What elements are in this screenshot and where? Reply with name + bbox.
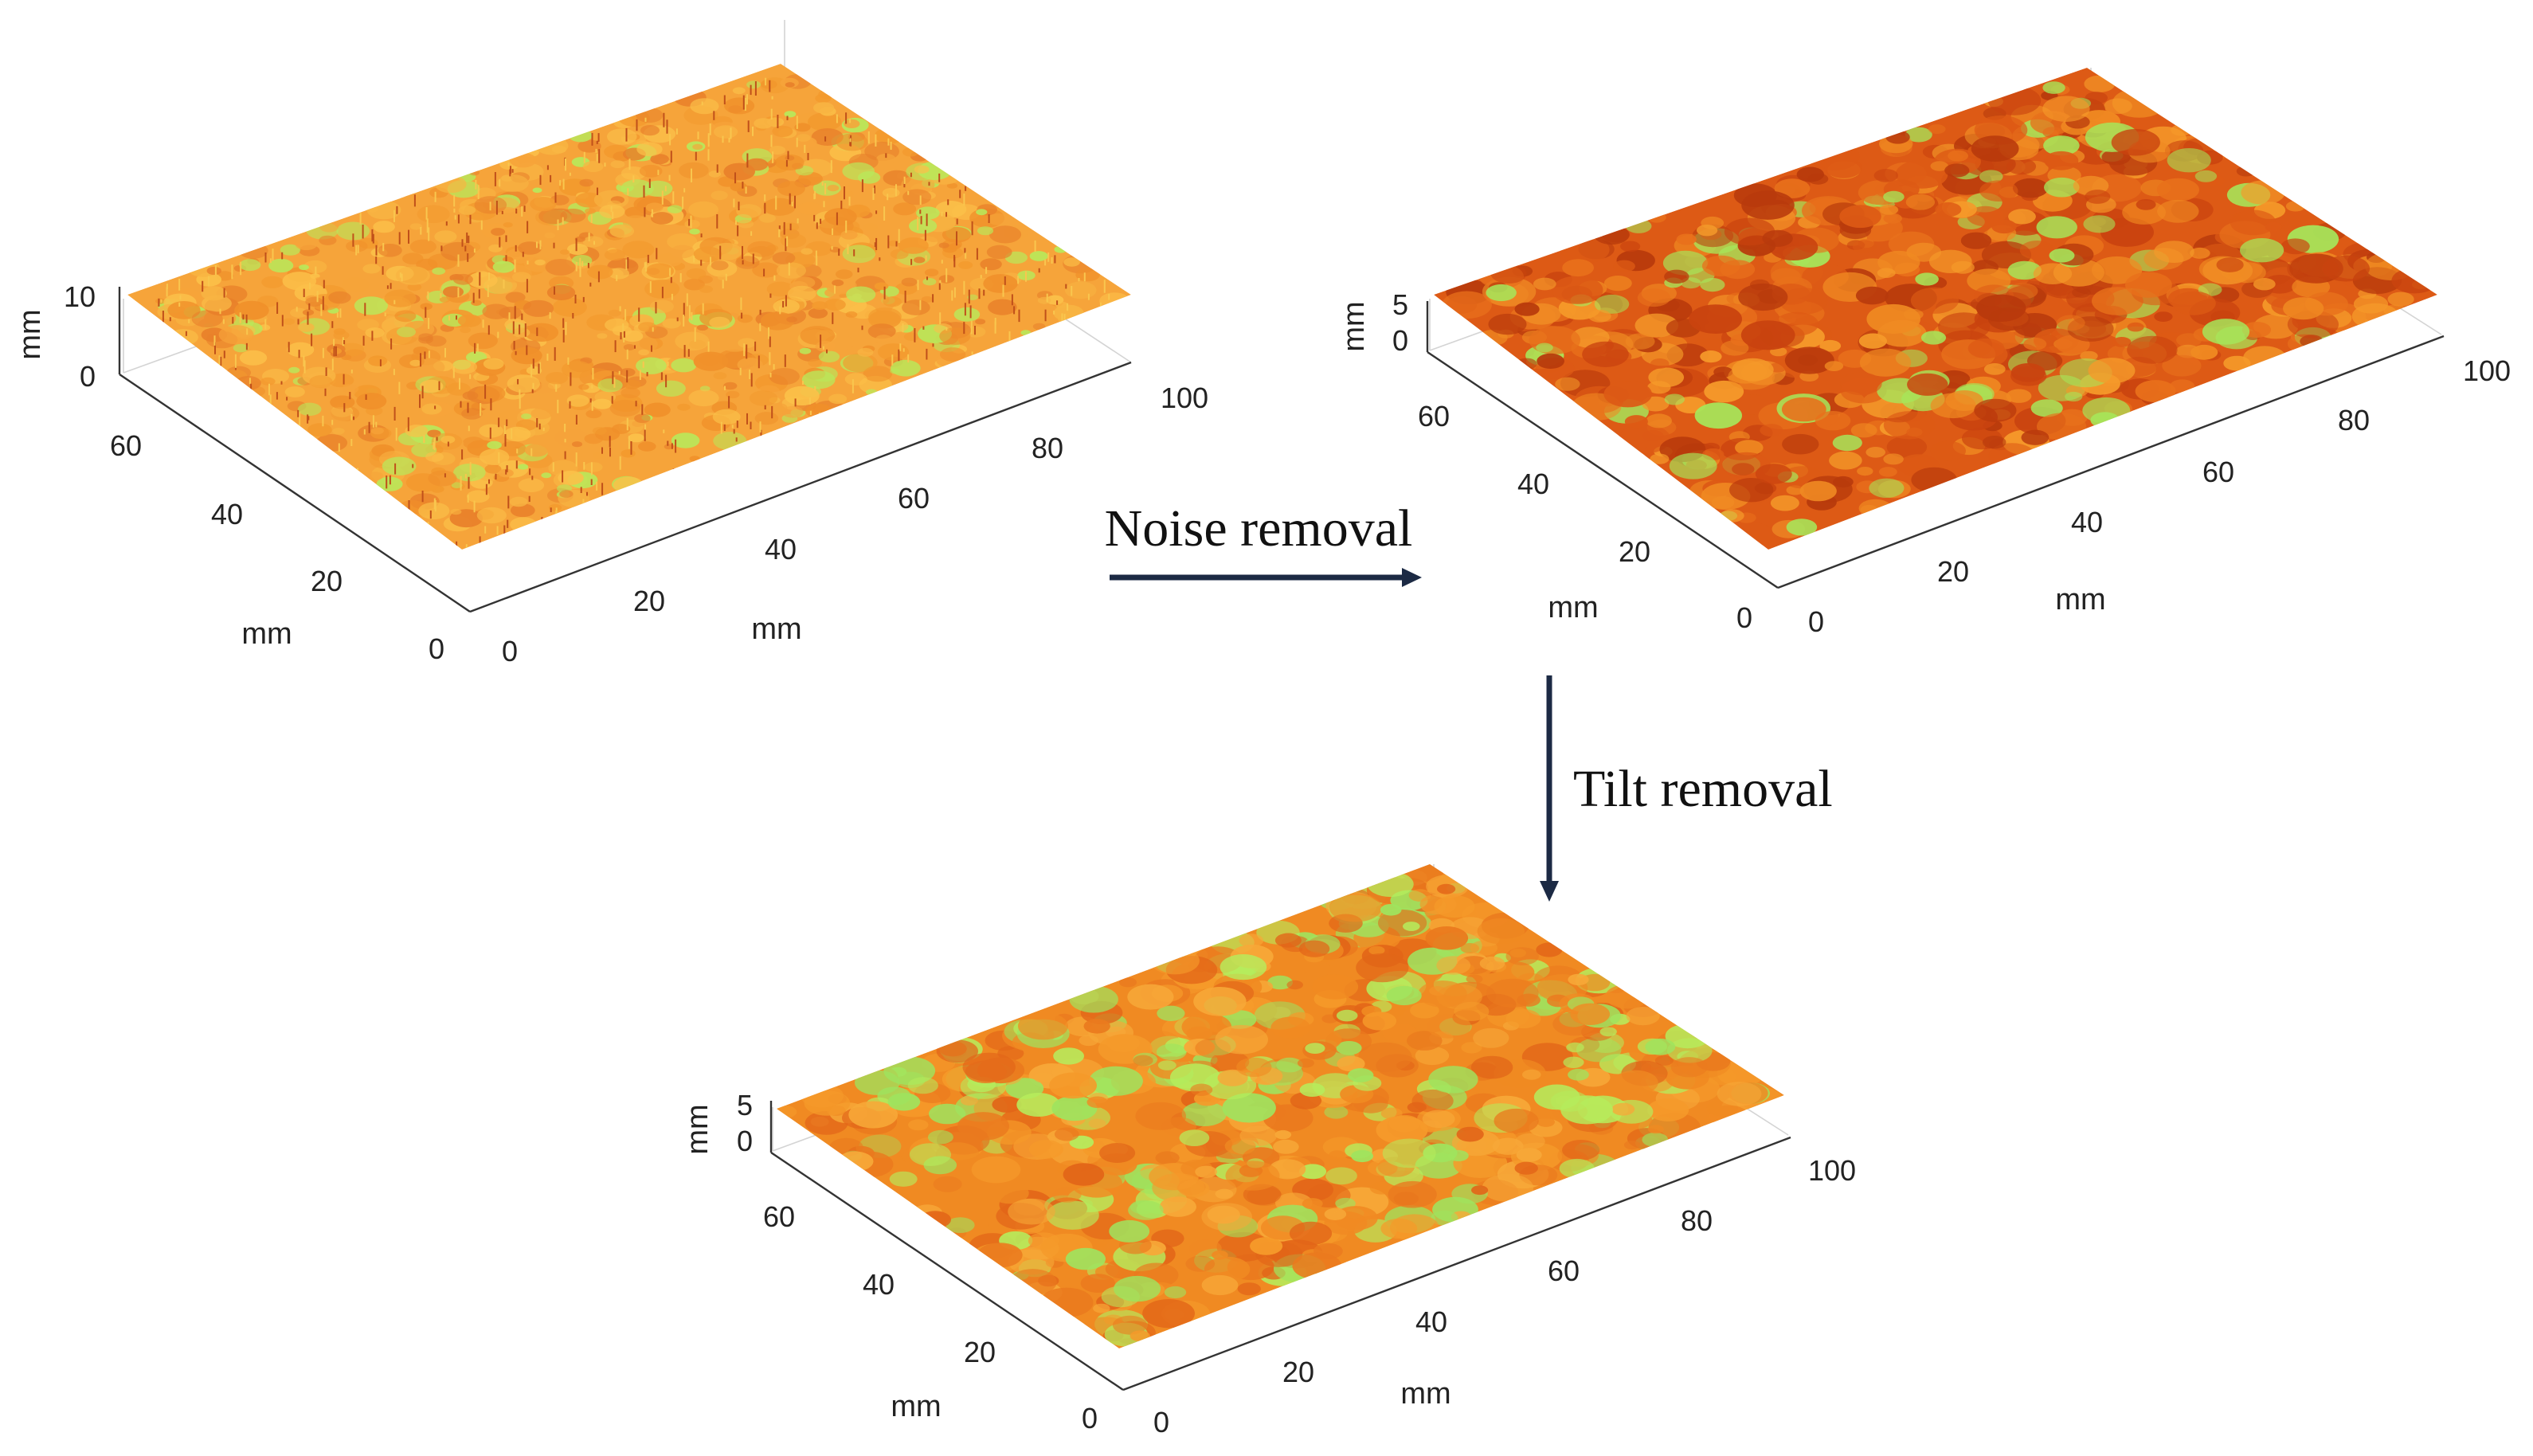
arrow-head-down-icon — [1540, 881, 1559, 902]
z-tick: 0 — [80, 360, 96, 393]
panel-detilted-x-ticks: 0 20 40 60 80 100 mm — [1153, 1154, 1856, 1438]
y-tick: 20 — [964, 1336, 996, 1368]
y-axis-label: mm — [241, 617, 292, 651]
z-axis-label: mm — [681, 1104, 714, 1154]
x-tick: 100 — [1808, 1154, 1856, 1187]
panel-raw-axes — [118, 287, 1132, 613]
panel-denoised-z-ticks: 5 0 mm — [1337, 288, 1408, 357]
x-tick: 100 — [1161, 382, 1208, 414]
y-axis-label: mm — [1548, 591, 1598, 624]
y-tick: 20 — [311, 565, 343, 597]
panel-raw-x-ticks: 0 20 40 60 80 100 mm — [502, 382, 1208, 667]
z-tick: 0 — [1392, 324, 1408, 357]
y-tick: 40 — [211, 498, 243, 530]
y-tick: 60 — [1418, 400, 1450, 432]
x-tick: 80 — [1681, 1204, 1713, 1237]
z-axis-label: mm — [14, 309, 47, 359]
x-tick: 100 — [2463, 354, 2511, 387]
x-tick: 0 — [1153, 1406, 1169, 1438]
y-tick: 0 — [1736, 601, 1752, 634]
panel-detilted-z-ticks: 5 0 mm — [681, 1089, 753, 1157]
panel-denoised-axes — [1426, 301, 2445, 589]
panel-denoised-x-ticks: 0 20 40 60 80 100 mm — [1808, 354, 2511, 638]
z-tick: 5 — [1392, 288, 1408, 321]
panel-raw-z-ticks: 10 0 mm — [14, 280, 96, 393]
panel-detilted-axes — [769, 1101, 1791, 1391]
x-tick: 0 — [502, 635, 518, 667]
panel-denoised-y-ticks: 60 40 20 0 mm — [1418, 400, 1752, 634]
x-tick: 40 — [2071, 506, 2103, 538]
y-tick: 40 — [863, 1268, 895, 1301]
noise-removal-label: Noise removal — [1105, 499, 1413, 558]
x-tick: 60 — [2202, 456, 2234, 488]
z-axis-label: mm — [1337, 301, 1371, 351]
tilt-removal-label: Tilt removal — [1573, 760, 1833, 818]
panel-raw-y-ticks: 60 40 20 0 mm — [110, 429, 444, 665]
x-tick: 40 — [1415, 1305, 1447, 1338]
panel-denoised: 5 0 mm 60 40 20 0 mm 0 20 40 60 80 100 m… — [1337, 68, 2511, 638]
y-axis-label: mm — [891, 1390, 941, 1423]
y-tick: 40 — [1517, 468, 1549, 500]
x-tick: 20 — [633, 585, 665, 617]
x-tick: 0 — [1808, 605, 1824, 638]
y-tick: 60 — [110, 429, 142, 462]
tilt-removal-step: Tilt removal — [1540, 675, 1833, 902]
noise-removal-step: Noise removal — [1105, 499, 1422, 587]
x-tick: 60 — [898, 482, 930, 515]
panel-detilted-surface — [777, 864, 1784, 1348]
x-axis-label: mm — [1400, 1377, 1451, 1411]
x-tick: 40 — [765, 533, 797, 566]
arrow-head-right-icon — [1402, 568, 1422, 587]
y-tick: 0 — [429, 632, 444, 665]
y-tick: 60 — [763, 1200, 795, 1233]
y-tick: 0 — [1082, 1402, 1098, 1434]
panel-raw-surface — [127, 64, 1131, 550]
panel-denoised-surface — [1434, 68, 2437, 550]
x-axis-label: mm — [751, 613, 801, 646]
panel-raw: 10 0 mm 60 40 20 0 mm 0 20 40 60 80 100 … — [14, 20, 1208, 667]
z-tick: 0 — [737, 1125, 753, 1157]
y-tick: 20 — [1619, 535, 1650, 568]
z-tick: 10 — [64, 280, 96, 313]
panel-detilted-y-ticks: 60 40 20 0 mm — [763, 1200, 1098, 1434]
x-tick: 20 — [1937, 555, 1969, 588]
x-axis-label: mm — [2055, 583, 2105, 616]
z-tick: 5 — [737, 1089, 753, 1121]
x-tick: 80 — [1032, 432, 1063, 464]
x-tick: 80 — [2338, 404, 2370, 436]
x-tick: 60 — [1548, 1254, 1580, 1287]
panel-detilted: 5 0 mm 60 40 20 0 mm 0 20 40 60 80 100 m… — [681, 864, 1856, 1438]
x-tick: 20 — [1282, 1356, 1314, 1388]
